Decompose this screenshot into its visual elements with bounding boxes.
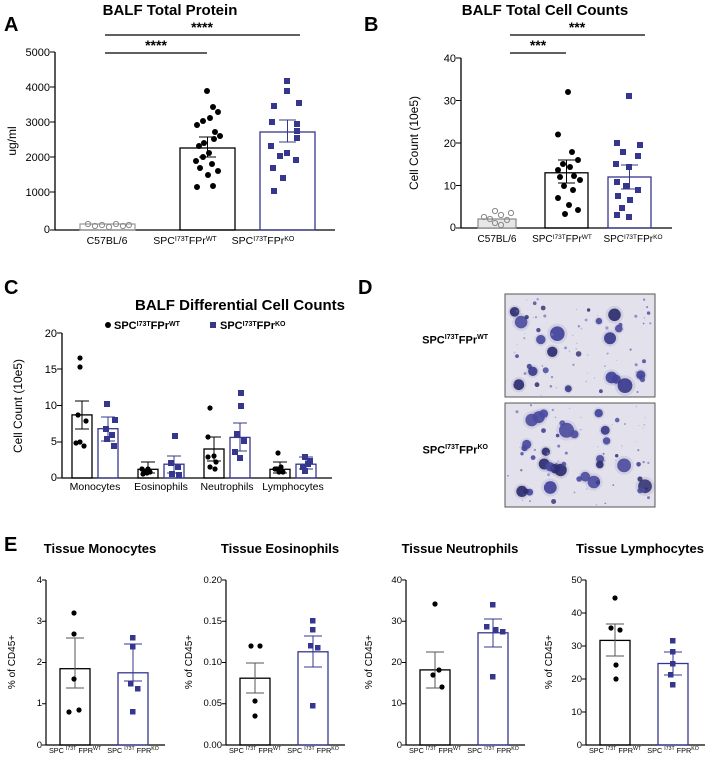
svg-text:0.15: 0.15: [204, 616, 223, 627]
svg-text:Lymphocytes: Lymphocytes: [262, 481, 323, 493]
svg-text:10: 10: [444, 181, 456, 193]
svg-text:C57BL/6: C57BL/6: [478, 234, 517, 245]
svg-text:30: 30: [571, 641, 582, 652]
svg-text:0: 0: [37, 740, 42, 751]
svg-text:% of CD45+: % of CD45+: [544, 635, 555, 689]
svg-text:SPC I73T FPRWT: SPC I73T FPRWT: [409, 746, 462, 755]
svg-text:20: 20: [571, 674, 582, 685]
svg-text:10: 10: [571, 707, 582, 718]
svg-text:SPCI73TFPrWT: SPCI73TFPrWT: [153, 235, 217, 247]
svg-text:SPCI73TFPrKO: SPCI73TFPrKO: [220, 320, 286, 332]
svg-text:SPC I73T FPRWT: SPC I73T FPRWT: [589, 746, 642, 755]
svg-text:50: 50: [571, 575, 582, 586]
svg-text:10: 10: [391, 698, 402, 709]
svg-text:***: ***: [530, 37, 547, 53]
svg-text:4000: 4000: [26, 82, 50, 94]
svg-text:Monocytes: Monocytes: [70, 481, 121, 493]
svg-text:5000: 5000: [26, 47, 50, 59]
svg-text:0.20: 0.20: [204, 575, 223, 586]
svg-text:40: 40: [391, 575, 402, 586]
svg-text:SPC I73T FPRKO: SPC I73T FPRKO: [467, 746, 519, 755]
svg-text:2000: 2000: [26, 152, 50, 164]
svg-text:0: 0: [44, 224, 50, 236]
svg-text:0.05: 0.05: [204, 698, 223, 709]
svg-text:0: 0: [51, 472, 57, 484]
svg-text:SPCI73TFPrKO: SPCI73TFPrKO: [232, 235, 295, 247]
svg-text:40: 40: [571, 608, 582, 619]
svg-text:ug/ml: ug/ml: [5, 126, 19, 155]
svg-text:SPCI73TFPrKO: SPCI73TFPrKO: [603, 234, 662, 246]
svg-text:SPC I73T FPRKO: SPC I73T FPRKO: [287, 746, 339, 755]
svg-text:0: 0: [577, 740, 582, 751]
svg-text:3: 3: [37, 616, 42, 627]
svg-text:Cell Count (10e5): Cell Count (10e5): [11, 359, 25, 453]
svg-text:% of CD45+: % of CD45+: [184, 635, 195, 689]
svg-text:SPCI73TFPrWT: SPCI73TFPrWT: [114, 320, 181, 332]
svg-text:Eosinophils: Eosinophils: [134, 481, 188, 493]
svg-text:***: ***: [569, 19, 586, 35]
svg-text:0: 0: [450, 222, 456, 234]
svg-text:0.00: 0.00: [204, 740, 223, 751]
svg-text:0: 0: [397, 740, 402, 751]
svg-text:0.10: 0.10: [204, 657, 223, 668]
svg-text:20: 20: [45, 328, 57, 340]
svg-text:1: 1: [37, 698, 42, 709]
svg-text:4: 4: [37, 575, 42, 586]
svg-text:10: 10: [45, 400, 57, 412]
svg-text:Neutrophils: Neutrophils: [200, 481, 253, 493]
svg-text:SPCI73TFPrWT: SPCI73TFPrWT: [532, 234, 592, 246]
svg-text:40: 40: [444, 53, 456, 65]
svg-text:3000: 3000: [26, 117, 50, 129]
svg-text:30: 30: [391, 616, 402, 627]
svg-text:% of CD45+: % of CD45+: [364, 635, 375, 689]
svg-text:Cell Count (10e5): Cell Count (10e5): [407, 96, 421, 190]
svg-text:SPC I73T FPRWT: SPC I73T FPRWT: [229, 746, 282, 755]
svg-text:30: 30: [444, 96, 456, 108]
svg-text:20: 20: [444, 138, 456, 150]
svg-text:SPC I73T FPRKO: SPC I73T FPRKO: [107, 746, 159, 755]
svg-text:2: 2: [37, 657, 42, 668]
svg-text:SPC I73T FPRKO: SPC I73T FPRKO: [647, 746, 699, 755]
svg-text:20: 20: [391, 657, 402, 668]
svg-text:1000: 1000: [26, 187, 50, 199]
svg-text:****: ****: [145, 37, 167, 53]
svg-text:% of CD45+: % of CD45+: [7, 635, 18, 689]
svg-text:****: ****: [191, 19, 213, 35]
svg-text:SPC I73T FPRWT: SPC I73T FPRWT: [49, 746, 102, 755]
svg-text:15: 15: [45, 364, 57, 376]
svg-text:5: 5: [51, 436, 57, 448]
svg-text:C57BL/6: C57BL/6: [87, 235, 128, 247]
